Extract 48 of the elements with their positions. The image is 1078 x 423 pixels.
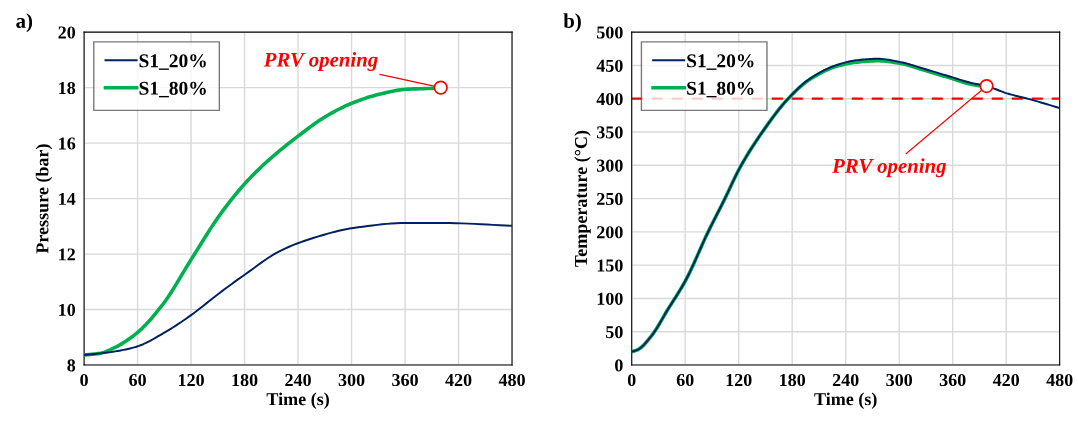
y-axis-title: Pressure (bar) — [35, 144, 53, 254]
legend-label: S1_20% — [139, 54, 206, 70]
annotation: PRV opening — [832, 158, 947, 178]
legend-label: S1_80% — [687, 81, 754, 98]
chart-title: a) — [16, 13, 33, 33]
legend-label: S1_20% — [687, 54, 754, 70]
y-tick-label: 20 — [58, 26, 76, 39]
x-tick-label: 360 — [939, 373, 966, 387]
y-tick-label: 400 — [596, 92, 623, 106]
y-axis-title: Temperature (°C) — [574, 130, 591, 267]
legend-label: S1_80% — [139, 81, 206, 98]
x-tick-label: 60 — [129, 373, 146, 387]
x-tick-label: 240 — [832, 373, 859, 387]
y-tick-label: 18 — [59, 81, 76, 95]
y-tick-label: 100 — [597, 292, 623, 305]
x-tick-label: 180 — [232, 373, 258, 387]
x-axis-title: Time (s) — [814, 392, 877, 409]
x-axis-title: Time (s) — [266, 392, 329, 409]
x-tick-label: 240 — [285, 373, 311, 387]
annotation: PRV opening — [263, 52, 378, 71]
y-tick-label: 8 — [67, 359, 76, 372]
x-tick-label: 0 — [80, 373, 88, 387]
y-tick-label: 350 — [596, 126, 623, 139]
x-tick-label: 300 — [338, 373, 365, 387]
x-tick-label: 120 — [726, 373, 752, 387]
y-tick-label: 0 — [615, 359, 623, 372]
x-tick-label: 360 — [392, 373, 418, 387]
y-tick-label: 50 — [606, 326, 623, 339]
x-tick-label: 420 — [992, 373, 1020, 387]
y-tick-label: 14 — [59, 192, 76, 205]
y-tick-label: 150 — [597, 259, 623, 272]
y-tick-label: 10 — [59, 303, 76, 317]
y-tick-label: 12 — [59, 248, 75, 261]
y-tick-label: 300 — [596, 159, 623, 172]
x-tick-label: 480 — [498, 373, 525, 387]
x-tick-label: 420 — [445, 373, 472, 387]
x-tick-label: 60 — [676, 373, 694, 387]
y-tick-label: 250 — [597, 192, 623, 206]
y-tick-label: 16 — [59, 137, 76, 150]
y-tick-label: 500 — [597, 26, 623, 39]
x-tick-label: 0 — [627, 373, 636, 387]
x-tick-label: 300 — [886, 373, 913, 387]
x-tick-label: 120 — [178, 373, 204, 387]
x-tick-label: 180 — [780, 373, 806, 387]
y-tick-label: 200 — [597, 226, 623, 239]
chart-title: b) — [563, 13, 581, 33]
x-tick-label: 480 — [1046, 373, 1073, 387]
y-tick-label: 450 — [596, 59, 623, 72]
